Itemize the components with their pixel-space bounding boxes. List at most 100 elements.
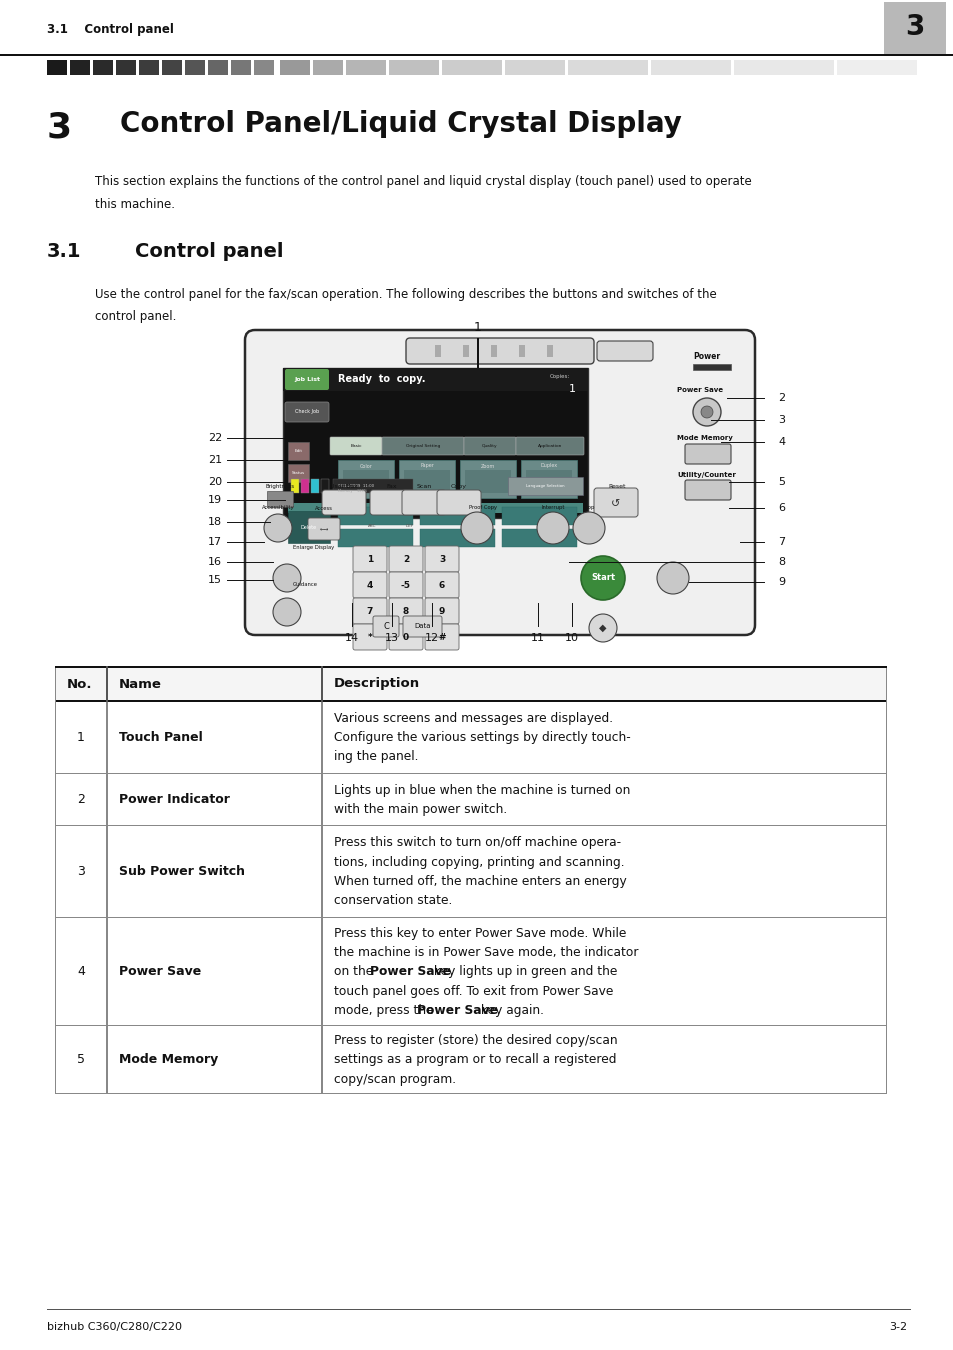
Bar [321,702,322,774]
Text: Job List: Job List [294,377,319,382]
Text: on the: on the [334,965,376,979]
Bar [459,460,516,498]
Bar [288,504,582,513]
Text: Use the control panel for the fax/scan operation. The following describes the bu: Use the control panel for the fax/scan o… [95,288,716,301]
FancyBboxPatch shape [389,598,422,624]
Bar [692,364,730,370]
Circle shape [537,512,568,544]
FancyBboxPatch shape [353,598,387,624]
Text: Copy: Copy [451,483,467,489]
Text: 3: 3 [438,555,445,563]
FancyBboxPatch shape [353,624,387,649]
Bar [733,59,833,76]
Bar [70,59,90,76]
Circle shape [573,512,604,544]
Bar [55,666,886,668]
FancyBboxPatch shape [424,598,458,624]
Bar [885,668,886,1094]
Circle shape [580,556,624,599]
Text: Control Panel/Liquid Crystal Display: Control Panel/Liquid Crystal Display [120,109,681,138]
Bar [321,774,322,826]
Text: ing the panel.: ing the panel. [334,751,418,764]
Bar [0,54,953,55]
Bar [333,479,413,493]
Text: ←→: ←→ [319,526,328,532]
FancyBboxPatch shape [684,481,730,500]
Bar [343,470,389,493]
Text: Status: Status [292,471,305,475]
Text: 2: 2 [402,555,409,563]
Text: 21: 21 [208,455,222,464]
Text: 4: 4 [778,437,784,447]
Bar [518,346,524,356]
Text: 16: 16 [208,558,222,567]
Text: Zoom: Zoom [480,463,495,468]
Bar [464,470,511,493]
Text: 2: 2 [778,393,784,404]
Bar [139,59,159,76]
Bar [116,59,136,76]
Text: Lights up in blue when the machine is turned on: Lights up in blue when the machine is tu… [334,784,630,796]
Bar [504,59,564,76]
FancyBboxPatch shape [684,444,730,464]
Text: 3: 3 [778,414,784,425]
FancyBboxPatch shape [594,487,638,517]
Bar [47,1308,910,1309]
Text: 06/14/2009  11:00: 06/14/2009 11:00 [337,485,374,487]
Bar [650,59,730,76]
Text: No.: No. [67,678,92,690]
Text: 9: 9 [438,606,445,616]
Text: 1: 1 [474,321,481,335]
Bar [836,59,916,76]
Bar [107,918,108,1026]
FancyBboxPatch shape [597,342,652,360]
Bar [476,338,478,369]
Text: Power Save: Power Save [677,387,722,393]
Bar [185,59,205,76]
Bar [321,666,322,702]
FancyBboxPatch shape [389,545,422,572]
Text: Configure the various settings by directly touch-: Configure the various settings by direct… [334,732,630,744]
Bar [321,918,322,1026]
Text: 17: 17 [208,537,222,547]
Circle shape [657,562,688,594]
Text: 22: 22 [208,433,222,443]
Text: Description: Description [334,678,419,690]
Text: Press this key to enter Power Save mode. While: Press this key to enter Power Save mode.… [334,927,626,940]
Text: copy/scan program.: copy/scan program. [334,1072,456,1085]
Bar [283,369,587,518]
FancyBboxPatch shape [424,545,458,572]
FancyBboxPatch shape [353,545,387,572]
Circle shape [700,406,712,418]
Text: 11: 11 [531,633,544,643]
Text: Proof Copy: Proof Copy [469,505,497,510]
Text: C: C [383,622,389,630]
FancyBboxPatch shape [389,572,422,598]
Bar [301,479,309,493]
Bar [208,59,228,76]
Bar [253,59,274,76]
Bar [525,470,572,493]
Text: Quality: Quality [481,444,497,448]
Bar [47,59,67,76]
Circle shape [692,398,720,427]
Text: key again.: key again. [476,1003,543,1017]
Text: Mode Memory: Mode Memory [119,1053,218,1066]
FancyBboxPatch shape [370,490,414,514]
Bar [501,508,577,525]
Text: 20: 20 [208,477,222,487]
Text: Original Setting: Original Setting [405,444,439,448]
Bar [337,508,413,525]
Bar [107,702,108,774]
FancyBboxPatch shape [322,490,366,514]
Bar [321,826,322,918]
FancyBboxPatch shape [402,616,441,637]
Text: Press this switch to turn on/off machine opera-: Press this switch to turn on/off machine… [334,837,620,849]
Text: When turned off, the machine enters an energy: When turned off, the machine enters an e… [334,875,626,888]
Bar [546,346,553,356]
FancyBboxPatch shape [330,437,381,455]
Text: Mode Memory: Mode Memory [677,435,732,441]
Text: 1: 1 [77,732,85,744]
Bar [162,59,182,76]
Text: 12: 12 [424,633,438,643]
